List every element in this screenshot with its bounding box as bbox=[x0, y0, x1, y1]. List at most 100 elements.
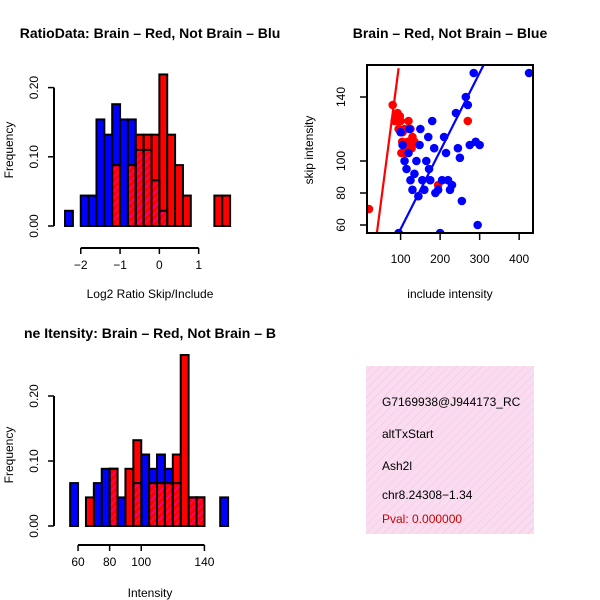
ratio-histogram-ylabel: Frequency bbox=[2, 122, 16, 179]
scatter-x-tick-label: 300 bbox=[470, 252, 490, 266]
intensity-histogram-ylabel: Frequency bbox=[2, 427, 16, 484]
scatter-point-not-brain bbox=[429, 143, 439, 153]
probe-id: G7169938@J944173_RC bbox=[382, 395, 521, 409]
info-panel: G7169938@J944173_RC altTxStart Ash2l chr… bbox=[366, 366, 534, 534]
ratio-brain-bar bbox=[213, 194, 224, 228]
info-panel-background bbox=[366, 366, 534, 534]
ratio-histogram-axes: −2 −1 0 1 0.00 0.10 0.20 bbox=[27, 76, 202, 272]
ratio-histogram-title: RatioData: Brain – Red, Not Brain – Blu bbox=[20, 25, 281, 41]
ratio-not-brain-bar bbox=[79, 194, 90, 228]
scatter-point-not-brain bbox=[473, 220, 482, 230]
scatter-point-not-brain bbox=[416, 124, 425, 134]
scatter-point-not-brain bbox=[457, 196, 467, 206]
intensity-histogram-xlabel: Intensity bbox=[128, 586, 173, 600]
ratio-y-tick-label: 0.00 bbox=[27, 214, 41, 238]
scatter-point-brain bbox=[396, 116, 405, 126]
intensity-not-brain-bar bbox=[116, 496, 127, 527]
scatter-point-not-brain bbox=[447, 180, 457, 190]
scatter-point-not-brain bbox=[453, 143, 463, 153]
ratio-not-brain-bar bbox=[103, 133, 114, 228]
ratio-overlap-bar bbox=[134, 148, 145, 228]
ratio-overlap-bar bbox=[142, 148, 153, 228]
trend-line-brain bbox=[375, 68, 400, 233]
intensity-not-brain-bar bbox=[100, 467, 111, 527]
ratio-x-tick-label: −1 bbox=[113, 258, 127, 272]
intensity-overlap-bar bbox=[148, 482, 159, 528]
scatter-y-tick-label: 100 bbox=[334, 151, 348, 171]
scatter-point-not-brain bbox=[423, 132, 433, 142]
intensity-overlap-bar bbox=[171, 482, 182, 528]
intensity-brain-bar bbox=[179, 354, 190, 527]
intensity-scatter-axes: 100 200 300 400 60 80 100 140 bbox=[334, 87, 529, 266]
intensity-overlap-bar bbox=[187, 496, 198, 527]
ratio-brain-bar bbox=[166, 133, 177, 228]
scatter-point-not-brain bbox=[398, 140, 407, 150]
scatter-point-not-brain bbox=[412, 156, 421, 166]
intensity-not-brain-bar bbox=[140, 453, 151, 527]
scatter-point-not-brain bbox=[410, 169, 419, 179]
scatter-point-brain bbox=[404, 116, 413, 126]
ratio-overlap-bar bbox=[150, 179, 161, 228]
intensity-histogram: ne Itensity: Brain – Red, Not Brain – B … bbox=[2, 325, 276, 600]
intensity-scatter-title: Brain – Red, Not Brain – Blue bbox=[353, 25, 548, 41]
trend-line-not-brain bbox=[397, 65, 485, 233]
scatter-point-not-brain bbox=[433, 185, 443, 195]
scatter-point-not-brain bbox=[402, 164, 411, 174]
intensity-histogram-title: ne Itensity: Brain – Red, Not Brain – B bbox=[24, 325, 276, 341]
intensity-x-tick-label: 100 bbox=[131, 555, 151, 569]
intensity-y-tick-label: 0.20 bbox=[27, 384, 41, 408]
ratio-x-tick-label: −2 bbox=[74, 258, 88, 272]
ratio-histogram-bars bbox=[64, 73, 232, 228]
ratio-brain-bar bbox=[221, 194, 232, 228]
scatter-point-not-brain bbox=[408, 185, 417, 195]
intensity-not-brain-bar bbox=[69, 482, 80, 528]
ratio-histogram-xlabel: Log2 Ratio Skip/Include bbox=[87, 287, 214, 301]
event-type: altTxStart bbox=[382, 427, 434, 441]
ratio-not-brain-bar bbox=[95, 118, 106, 227]
intensity-scatter-xlabel: include intensity bbox=[407, 287, 492, 301]
intensity-brain-bar bbox=[124, 467, 135, 527]
intensity-not-brain-bar bbox=[219, 496, 230, 527]
intensity-overlap-bar bbox=[163, 482, 174, 528]
intensity-histogram-bars bbox=[69, 354, 230, 528]
intensity-scatter-ylabel: skip intensity bbox=[302, 116, 316, 185]
scatter-point-brain bbox=[367, 204, 374, 214]
scatter-point-not-brain bbox=[415, 140, 424, 150]
scatter-x-tick-label: 100 bbox=[391, 252, 411, 266]
scatter-point-not-brain bbox=[396, 127, 405, 137]
scatter-plot-frame bbox=[366, 64, 534, 234]
ratio-not-brain-bar bbox=[64, 209, 74, 228]
gene-name: Ash2l bbox=[382, 459, 412, 473]
scatter-point-not-brain bbox=[404, 148, 413, 158]
scatter-point-not-brain bbox=[437, 175, 447, 185]
ratio-overlap-bar bbox=[158, 209, 169, 228]
scatter-point-not-brain bbox=[475, 140, 484, 150]
scatter-x-tick-label: 200 bbox=[430, 252, 450, 266]
scatter-point-not-brain bbox=[400, 156, 409, 166]
scatter-points bbox=[367, 65, 533, 233]
ratio-y-tick-label: 0.10 bbox=[27, 145, 41, 169]
ratio-brain-bar bbox=[158, 73, 169, 228]
scatter-point-not-brain bbox=[469, 68, 479, 78]
scatter-point-not-brain bbox=[425, 175, 435, 185]
intensity-not-brain-bar bbox=[92, 482, 103, 528]
ratio-y-tick-label: 0.20 bbox=[27, 76, 41, 100]
scatter-point-not-brain bbox=[427, 116, 437, 126]
ratio-histogram: RatioData: Brain – Red, Not Brain – Blu … bbox=[2, 25, 280, 301]
intensity-overlap-bar bbox=[156, 482, 166, 528]
ratio-not-brain-bar bbox=[87, 194, 98, 228]
intensity-histogram-axes: 60 80 100 140 0.00 0.10 0.20 bbox=[27, 384, 215, 569]
scatter-point-brain bbox=[463, 116, 473, 126]
scatter-y-tick-label: 140 bbox=[334, 87, 348, 107]
intensity-x-tick-label: 80 bbox=[103, 555, 117, 569]
intensity-overlap-bar bbox=[108, 467, 119, 527]
ratio-overlap-bar bbox=[111, 164, 122, 228]
scatter-point-not-brain bbox=[406, 175, 415, 185]
scatter-point-not-brain bbox=[524, 68, 533, 78]
intensity-y-tick-label: 0.10 bbox=[27, 449, 41, 473]
intensity-overlap-bar bbox=[132, 482, 143, 528]
scatter-point-not-brain bbox=[404, 124, 414, 134]
intensity-overlap-bar bbox=[195, 496, 206, 527]
scatter-y-tick-label: 80 bbox=[334, 186, 348, 200]
